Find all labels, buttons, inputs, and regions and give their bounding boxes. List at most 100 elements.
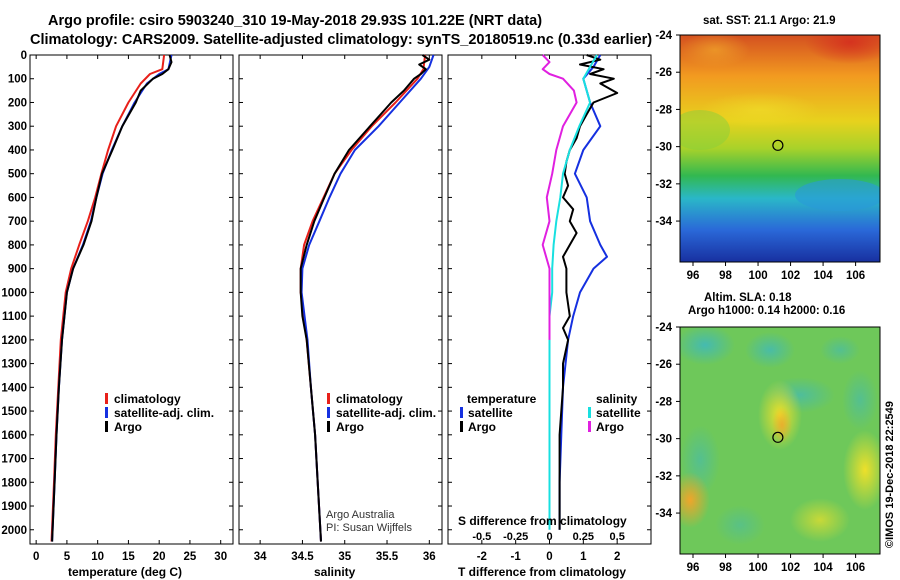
- x-tick-label: 15: [122, 551, 135, 563]
- map-lon-label: 100: [748, 562, 767, 574]
- sla-argo-location-marker: [772, 431, 784, 443]
- sla-map-field: [680, 327, 880, 554]
- sst-map-title: sat. SST: 21.1 Argo: 21.9: [703, 15, 836, 27]
- legend-s-argo-label: Argo: [596, 420, 624, 434]
- pressure-tick-label: 600: [8, 192, 27, 204]
- x-tick-label: 35.5: [376, 551, 399, 563]
- s-x-tick-label: -0.5: [472, 531, 491, 543]
- salinity-panel-frame: [238, 54, 443, 545]
- x-tick-label: 34.5: [291, 551, 314, 563]
- map-lat-label: -26: [655, 67, 672, 79]
- x-tick-label: 20: [153, 551, 166, 563]
- map-lon-label: 96: [687, 270, 700, 282]
- salinity-panel: 34 34.5 35 35.5 36: [239, 54, 442, 563]
- legend-climatology-swatch: [105, 393, 108, 404]
- temperature-panel: 0 5 10 15 20 25 30: [30, 54, 233, 563]
- pressure-tick-label: 0: [21, 50, 27, 62]
- series-line-s-argo: [541, 54, 578, 340]
- x-tick-label: 30: [214, 551, 227, 563]
- figure-title-line2: Climatology: CARS2009. Satellite-adjuste…: [30, 32, 652, 48]
- pressure-tick-label: 800: [8, 240, 27, 252]
- pressure-tick-label: 100: [8, 74, 27, 86]
- x-tick-label: 2: [614, 551, 620, 563]
- legend-argo-swatch: [105, 421, 108, 432]
- legend-t-satellite-label: satellite: [468, 406, 513, 420]
- pressure-tick-label: 1300: [1, 359, 27, 371]
- map-lon-label: 106: [846, 270, 865, 282]
- legend-t-argo-label: Argo: [468, 420, 496, 434]
- pressure-tick-label: 1100: [2, 311, 27, 323]
- x-tick-label: -2: [477, 551, 487, 563]
- map-lon-label: 104: [813, 270, 833, 282]
- x-tick-label: 10: [91, 551, 104, 563]
- legend-climatology-swatch: [327, 393, 330, 404]
- legend-satellite-adj-swatch: [327, 407, 330, 418]
- pressure-tick-label: 1800: [1, 477, 27, 489]
- difference-legend-temperature: temperature satellite Argo: [460, 392, 537, 434]
- legend-s-argo-swatch: [588, 421, 591, 432]
- legend-argo-swatch: [327, 421, 330, 432]
- s-x-tick-label: 0.5: [610, 531, 625, 543]
- legend-argo-label: Argo: [114, 420, 142, 434]
- credit-line2: PI: Susan Wijffels: [326, 522, 412, 534]
- s-x-tick-label: -0.25: [503, 531, 528, 543]
- salinity-axis-label: salinity: [314, 565, 356, 579]
- legend-satellite-adj-label: satellite-adj. clim.: [336, 406, 436, 420]
- imos-timestamp: ©IMOS 19-Dec-2018 22:2549: [884, 401, 896, 548]
- sla-map-subtitle: Argo h1000: 0.14 h2000: 0.16: [688, 305, 845, 317]
- map-lat-label: -34: [655, 216, 672, 228]
- sla-map-ticks: 96 98 100 102 104 106 -24 -26 -28 -30 -32 -34: [655, 322, 865, 574]
- credit-line1: Argo Australia: [326, 509, 395, 521]
- sst-map-ticks: 96 98 100 102 104 106 -24 -26 -28 -30 -32 -34: [655, 30, 865, 282]
- pressure-tick-label: 500: [8, 169, 27, 181]
- map-lon-label: 98: [719, 562, 732, 574]
- series-line-argo: [51, 54, 173, 542]
- sla-map-frame: [679, 326, 881, 555]
- x-tick-label: 0: [33, 551, 39, 563]
- map-lat-label: -28: [655, 104, 672, 116]
- pressure-tick-label: 1600: [1, 430, 27, 442]
- difference-legend-salinity: salinity satellite Argo: [588, 392, 641, 434]
- map-lat-label: -34: [655, 508, 672, 520]
- pressure-tick-label: 1000: [1, 287, 27, 299]
- pressure-tick-label: 700: [8, 216, 27, 228]
- map-lon-label: 106: [846, 562, 865, 574]
- pressure-tick-label: 1500: [1, 406, 27, 418]
- map-lon-label: 102: [781, 270, 800, 282]
- x-tick-label: 1: [580, 551, 587, 563]
- sst-map-frame: [679, 34, 881, 263]
- pressure-tick-label: 900: [8, 264, 27, 276]
- legend-t-satellite-swatch: [460, 407, 463, 418]
- pressure-tick-label: 2000: [1, 525, 27, 537]
- series-line-climatology: [50, 54, 166, 542]
- legend-s-satellite-label: satellite: [596, 406, 641, 420]
- series-line-argo: [299, 54, 431, 542]
- sst-argo-location-marker: [772, 139, 784, 151]
- legend-t-argo-swatch: [460, 421, 463, 432]
- pressure-tick-label: 300: [8, 121, 27, 133]
- legend-argo-label: Argo: [336, 420, 364, 434]
- map-lat-label: -28: [655, 396, 672, 408]
- map-lat-label: -30: [655, 434, 672, 446]
- temperature-panel-frame: [29, 54, 234, 545]
- map-lat-label: -32: [655, 179, 672, 191]
- legend-temperature-title: temperature: [467, 392, 537, 406]
- map-lon-label: 100: [748, 270, 767, 282]
- x-tick-label: -1: [511, 551, 522, 563]
- map-lat-label: -30: [655, 142, 672, 154]
- x-tick-label: 35: [338, 551, 351, 563]
- series-line-s-satellite: [548, 54, 598, 530]
- legend-salinity-title: salinity: [596, 392, 638, 406]
- sla-map-title: Altim. SLA: 0.18: [704, 292, 792, 304]
- x-tick-label: 36: [423, 551, 436, 563]
- t-difference-axis-label: T difference from climatology: [458, 565, 626, 579]
- x-tick-label: 5: [64, 551, 71, 563]
- pressure-tick-label: 1400: [1, 382, 27, 394]
- x-tick-label: 34: [254, 551, 267, 563]
- map-lat-label: -26: [655, 359, 672, 371]
- series-line-t-argo: [558, 54, 619, 530]
- temperature-legend: climatology satellite-adj. clim. Argo: [105, 392, 214, 434]
- s-x-tick-label: 0: [546, 531, 552, 543]
- figure-title-line1: Argo profile: csiro 5903240_310 19-May-2…: [48, 13, 542, 29]
